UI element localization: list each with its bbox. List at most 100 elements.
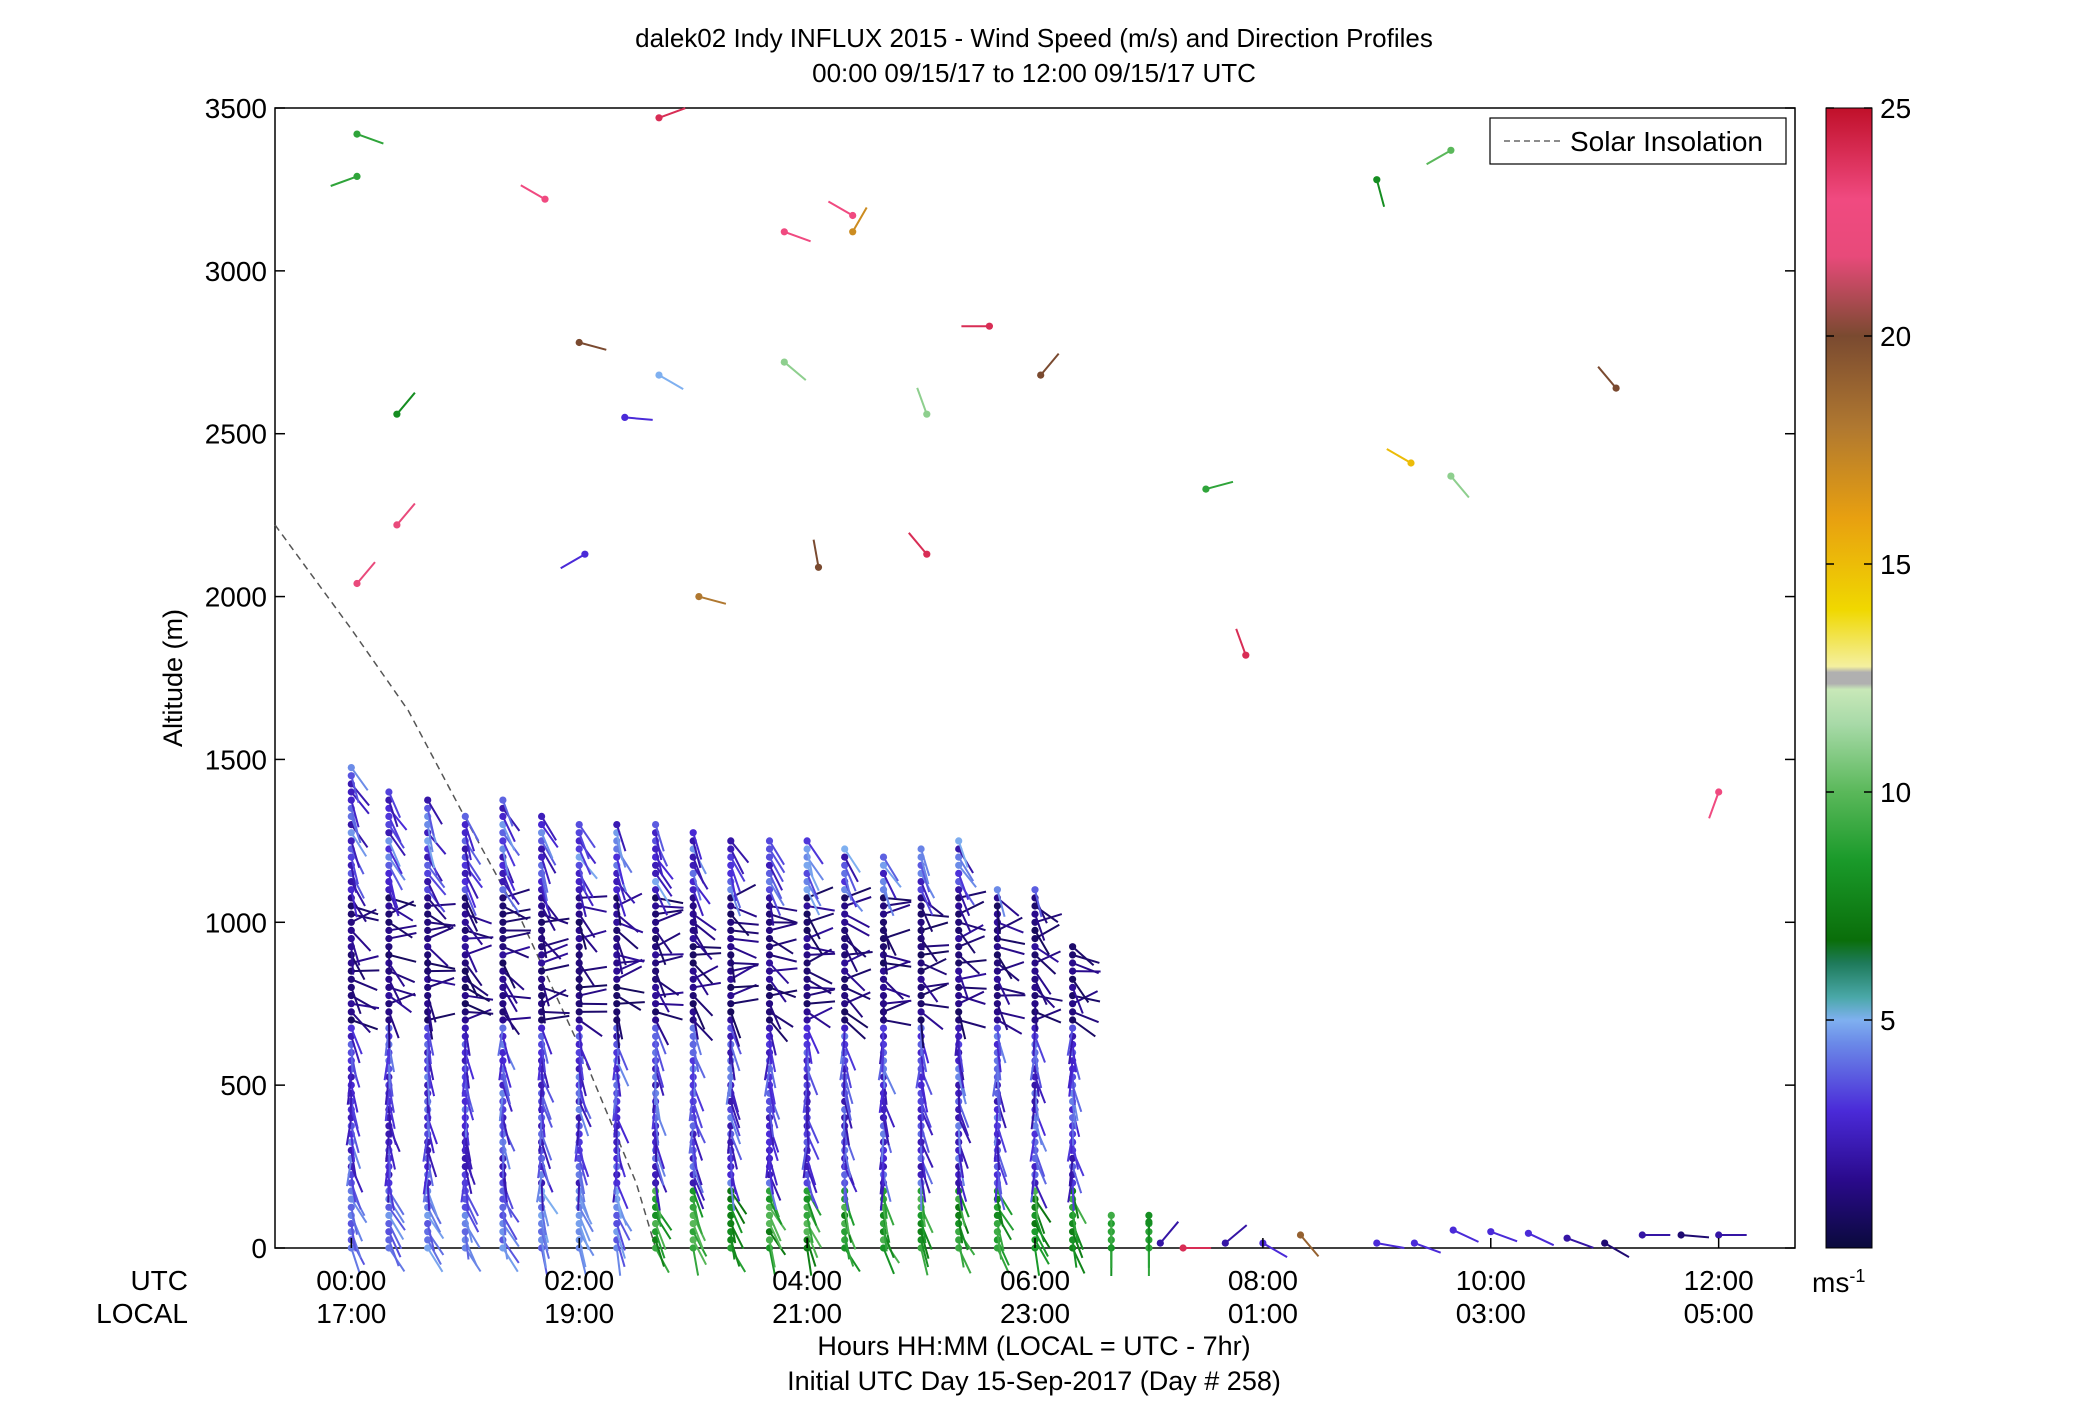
barb-h0-a750-dot [347, 1000, 355, 1008]
barb-h1-a1300-shaft [388, 824, 405, 849]
barb-h2-a675-shaft [426, 1027, 435, 1056]
x-tick-local-0: 17:00 [316, 1298, 386, 1329]
barb-h1-a475-shaft [384, 1093, 390, 1122]
barb-h8-a275-shaft [654, 1158, 665, 1186]
barb-h14-a1125-shaft [882, 881, 891, 910]
barb-h19-a675-dot [1069, 1024, 1077, 1032]
barb-h8-a325-shaft [654, 1141, 666, 1170]
barb-h3-a900-shaft [464, 944, 492, 956]
barb-h16-a1050-shaft [957, 905, 972, 932]
barb-h4-a1150-shaft [501, 873, 515, 900]
barb-sparse-16-shaft [1205, 480, 1234, 491]
barb-h11-a950-dot [765, 935, 774, 943]
x-tick-utc-5: 10:00 [1456, 1265, 1526, 1296]
barb-h12-a500-shaft [802, 1085, 809, 1114]
barb-h6-a1175-dot [575, 861, 583, 869]
barb-h5-a1325-dot [538, 812, 546, 821]
barb-h3-a1225-dot [461, 845, 469, 853]
barb-h2-a950-shaft [427, 926, 454, 940]
barb-h14-a950-shaft [883, 928, 911, 940]
barb-low-2-dot [1179, 1244, 1187, 1252]
x-tick-local-3: 23:00 [1000, 1298, 1070, 1329]
barb-h2-a1125-dot [424, 878, 432, 886]
barb-h9-a375-shaft [688, 1125, 695, 1154]
barb-h5-a975-dot [538, 926, 546, 935]
barb-h15-a1000-shaft [920, 922, 925, 951]
barb-h10-a925-shaft [730, 945, 757, 959]
barb-h12-a275-shaft [806, 1158, 817, 1186]
barb-h5-a600-shaft [537, 1052, 543, 1081]
barb-h7-a450-shaft [614, 1101, 618, 1130]
barb-h16-a1250-dot [955, 837, 963, 845]
barb-h11-a250-shaft [768, 1166, 774, 1195]
barb-h15-a850-shaft [920, 958, 947, 973]
barb-h10-a100-shaft [729, 1215, 737, 1244]
barb-h5-a1250-shaft [540, 840, 557, 866]
barb-h13-a775-shaft [843, 994, 864, 1018]
barb-h10-a825-dot [727, 975, 735, 983]
barb-h16-a775-shaft [958, 994, 986, 1005]
barb-h0-a825-dot [347, 975, 355, 983]
barb-h10-a1250-shaft [729, 840, 750, 864]
barb-h4-a850-dot [499, 967, 507, 975]
barb-h19-a525-shaft [1071, 1076, 1076, 1105]
barb-h15-a1225-shaft [920, 848, 931, 877]
barb-h15-a700-shaft [920, 1019, 925, 1048]
barb-h10-a1225-dot [727, 845, 735, 853]
barb-h1-a750-shaft [388, 992, 416, 1005]
barb-h0-a550-shaft [347, 1068, 353, 1097]
barb-h7-a1200-dot [613, 853, 621, 861]
barb-h17-a675-dot [993, 1024, 1002, 1032]
barb-h11-a1150-dot [765, 869, 774, 878]
barb-h17-a775-dot [993, 992, 1002, 1000]
barb-h1-a825-dot [385, 975, 393, 983]
barb-h12-a825-shaft [806, 978, 832, 995]
barb-low-7-shaft [1414, 1242, 1442, 1254]
barb-h1-a200-shaft [387, 1182, 395, 1211]
barb-h4-a800-shaft [502, 986, 518, 1013]
x-tick-local-2: 21:00 [772, 1298, 842, 1329]
barb-h4-a925-shaft [502, 945, 530, 959]
barb-h14-a825-dot [879, 975, 888, 983]
barb-h12-a300-shaft [802, 1150, 809, 1179]
barb-h14-a1200-dot [879, 853, 888, 861]
barb-h9-a775-shaft [692, 994, 714, 1017]
barb-h2-a900-shaft [426, 954, 430, 983]
barb-h14-a850-dot [879, 967, 888, 975]
barb-h9-a325-shaft [692, 1142, 698, 1171]
barb-h5-a25-shaft [540, 1239, 547, 1268]
barb-h0-a625-shaft [350, 1044, 354, 1073]
barb-h10-a650-shaft [728, 1036, 732, 1065]
barb-h15-a1125-shaft [920, 881, 933, 908]
barb-sparse-17-dot [1407, 459, 1415, 467]
barb-h8-a775-dot [652, 992, 660, 1000]
barb-h3-a850-shaft [464, 970, 479, 997]
barb-h15-a875-shaft [920, 962, 948, 976]
barb-h10-a850-shaft [730, 964, 759, 973]
barb-h7-a825-shaft [616, 965, 643, 981]
barb-h18-a800-dot [1031, 983, 1039, 992]
barb-h8-a975-shaft [654, 929, 673, 954]
barb-h17-a900-dot [993, 951, 1002, 959]
barb-h12-a1050-dot [803, 902, 811, 910]
barb-h4-a950-shaft [502, 931, 531, 940]
barb-h4-a700-dot [499, 1016, 507, 1024]
barb-h16-a525-shaft [957, 1076, 967, 1105]
barb-h2-a75-shaft [426, 1223, 436, 1252]
barb-h3-a800-dot [461, 983, 469, 992]
barb-h3-a725-dot [461, 1008, 469, 1016]
barb-h13-a50-shaft [843, 1231, 851, 1260]
barb-h2-a875-shaft [427, 962, 456, 970]
barb-h14-a350-shaft [880, 1133, 885, 1163]
barb-h1-a900-shaft [388, 953, 417, 963]
barb-h8-a1125-shaft [654, 881, 672, 907]
barb-h0-a1475-dot [347, 764, 355, 772]
barb-h5-a525-shaft [540, 1076, 555, 1103]
barb-h18-a950-dot [1031, 935, 1039, 943]
barb-h9-a975-dot [689, 926, 697, 935]
barb-h10-a1150-shaft [729, 873, 738, 902]
barb-h2-a800-dot [424, 983, 432, 992]
barb-h14-a700-shaft [883, 1019, 912, 1027]
barb-h3-a1300-shaft [464, 824, 476, 852]
barb-h2-a1300-shaft [426, 824, 434, 853]
